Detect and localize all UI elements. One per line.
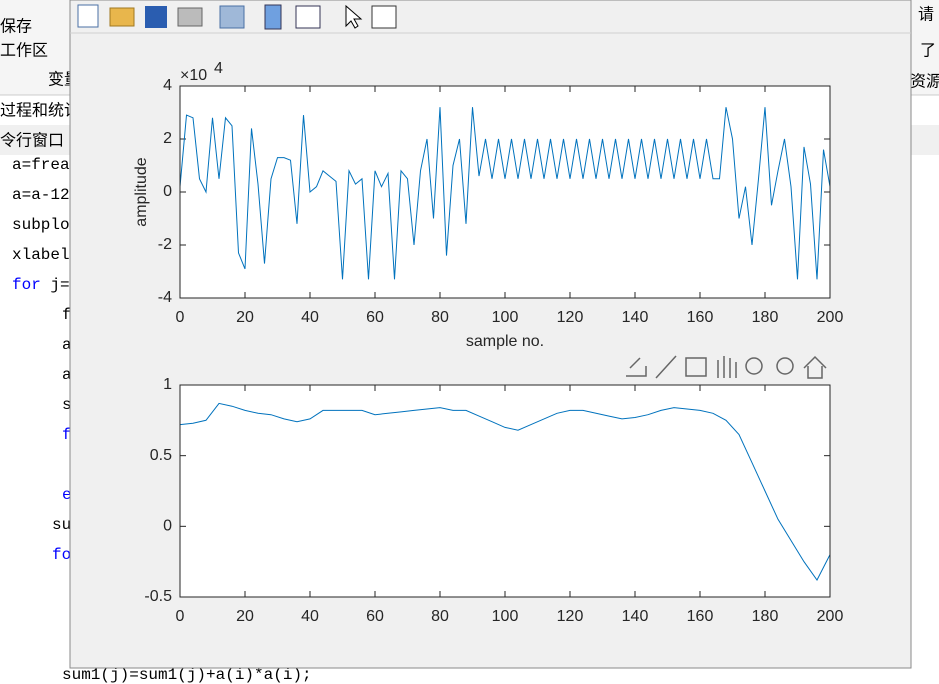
zoom-out-icon[interactable] — [776, 357, 794, 375]
brush-icon[interactable] — [655, 355, 677, 379]
code-keyword: e — [62, 486, 72, 504]
link-icon[interactable] — [219, 5, 245, 29]
code-line: fo — [52, 546, 71, 564]
code-rest: f — [62, 306, 72, 324]
code-rest: su — [52, 516, 71, 534]
code-rest: xlabel — [12, 246, 70, 264]
save-icon[interactable] — [145, 6, 167, 28]
code-line: f — [62, 306, 72, 324]
ribbon-label: 请 — [918, 5, 934, 24]
axes-box — [179, 384, 831, 598]
code-line: a=frea — [12, 156, 70, 174]
x-tick-label: 160 — [687, 309, 714, 326]
x-tick-label: 180 — [752, 309, 779, 326]
axes-toolbar — [626, 355, 827, 379]
code-line: xlabel — [12, 246, 70, 264]
x-tick-label: 20 — [236, 608, 254, 625]
code-keyword: fo — [52, 546, 71, 564]
x-tick-label: 60 — [366, 309, 384, 326]
home-icon[interactable] — [803, 355, 827, 379]
axes — [180, 86, 830, 298]
code-rest: a — [62, 366, 72, 384]
code-rest: a — [62, 336, 72, 354]
y-tick-label: -0.5 — [144, 588, 172, 605]
panel-title: 过程和统计 — [0, 101, 80, 120]
x-tick-label: 200 — [817, 608, 844, 625]
legend-icon[interactable] — [295, 5, 321, 29]
x-tick-label: 160 — [687, 608, 714, 625]
figure-toolbar — [77, 4, 397, 30]
code-rest: s — [62, 396, 72, 414]
code-line: sum1(j)=sum1(j)+a(i)*a(i); — [62, 666, 312, 684]
code-line: su — [52, 516, 71, 534]
code-line: subplo — [12, 216, 70, 234]
y-tick-label: 0.5 — [150, 447, 172, 464]
code-line: a=a-12 — [12, 186, 70, 204]
colorbar-icon[interactable] — [264, 4, 282, 30]
pointer-icon[interactable] — [345, 4, 363, 29]
code-line: a — [62, 336, 72, 354]
x-tick-label: 80 — [431, 608, 449, 625]
ribbon-label: 了 — [920, 41, 936, 60]
x-tick-label: 0 — [176, 608, 185, 625]
x-tick-label: 140 — [622, 309, 649, 326]
code-rest: a=a-12 — [12, 186, 70, 204]
y-tick-label: -2 — [158, 236, 172, 253]
exponent-power: 4 — [214, 60, 223, 77]
x-tick-label: 100 — [492, 309, 519, 326]
x-tick-label: 60 — [366, 608, 384, 625]
background-texts: 保存工作区变量请了资源过程和统计令行窗口a=freaa=a-12subploxl… — [0, 5, 939, 684]
x-tick-label: 40 — [301, 309, 319, 326]
data-line — [179, 107, 831, 280]
print-icon[interactable] — [177, 7, 203, 27]
code-line: for j= — [12, 276, 70, 294]
code-keyword: f — [62, 426, 72, 444]
code-line: s — [62, 396, 72, 414]
x-tick-label: 140 — [622, 608, 649, 625]
x-tick-label: 0 — [176, 309, 185, 326]
exponent-base: ×10 — [180, 67, 207, 84]
ribbon-label: 资源 — [910, 72, 939, 91]
axes-box — [179, 85, 831, 299]
data-line — [179, 402, 831, 581]
x-tick-label: 120 — [557, 309, 584, 326]
code-rest: j= — [41, 276, 70, 294]
x-tick-label: 200 — [817, 309, 844, 326]
ribbon-label: 保存 — [0, 17, 32, 36]
pan-icon[interactable] — [717, 356, 737, 378]
code-keyword: for — [12, 276, 41, 294]
x-tick-label: 20 — [236, 309, 254, 326]
zoom-in-icon[interactable] — [745, 357, 763, 375]
code-rest: subplo — [12, 216, 70, 234]
code-line: f — [62, 426, 72, 444]
y-tick-label: -4 — [158, 289, 172, 306]
panel-title: 令行窗口 — [0, 131, 64, 150]
datatip-icon[interactable] — [685, 357, 707, 377]
y-tick-label: 4 — [163, 77, 172, 94]
export-icon[interactable] — [626, 357, 647, 377]
code-line: e — [62, 486, 72, 504]
property-icon[interactable] — [371, 5, 397, 29]
x-tick-label: 100 — [492, 608, 519, 625]
code-rest: sum1(j)=sum1(j)+a(i)*a(i); — [62, 666, 312, 684]
code-rest: a=frea — [12, 156, 70, 174]
y-tick-label: 0 — [163, 518, 172, 535]
ribbon-label: 工作区 — [0, 41, 48, 60]
y-tick-label: 2 — [163, 130, 172, 147]
open-icon[interactable] — [109, 7, 135, 27]
x-tick-label: 180 — [752, 608, 779, 625]
y-tick-label: 0 — [163, 183, 172, 200]
x-tick-label: 80 — [431, 309, 449, 326]
code-line: a — [62, 366, 72, 384]
x-tick-label: 120 — [557, 608, 584, 625]
new-icon[interactable] — [77, 4, 99, 28]
x-axis-label: sample no. — [466, 333, 544, 350]
x-tick-label: 40 — [301, 608, 319, 625]
y-tick-label: 1 — [163, 376, 172, 393]
y-axis-label: amplitude — [133, 157, 150, 226]
